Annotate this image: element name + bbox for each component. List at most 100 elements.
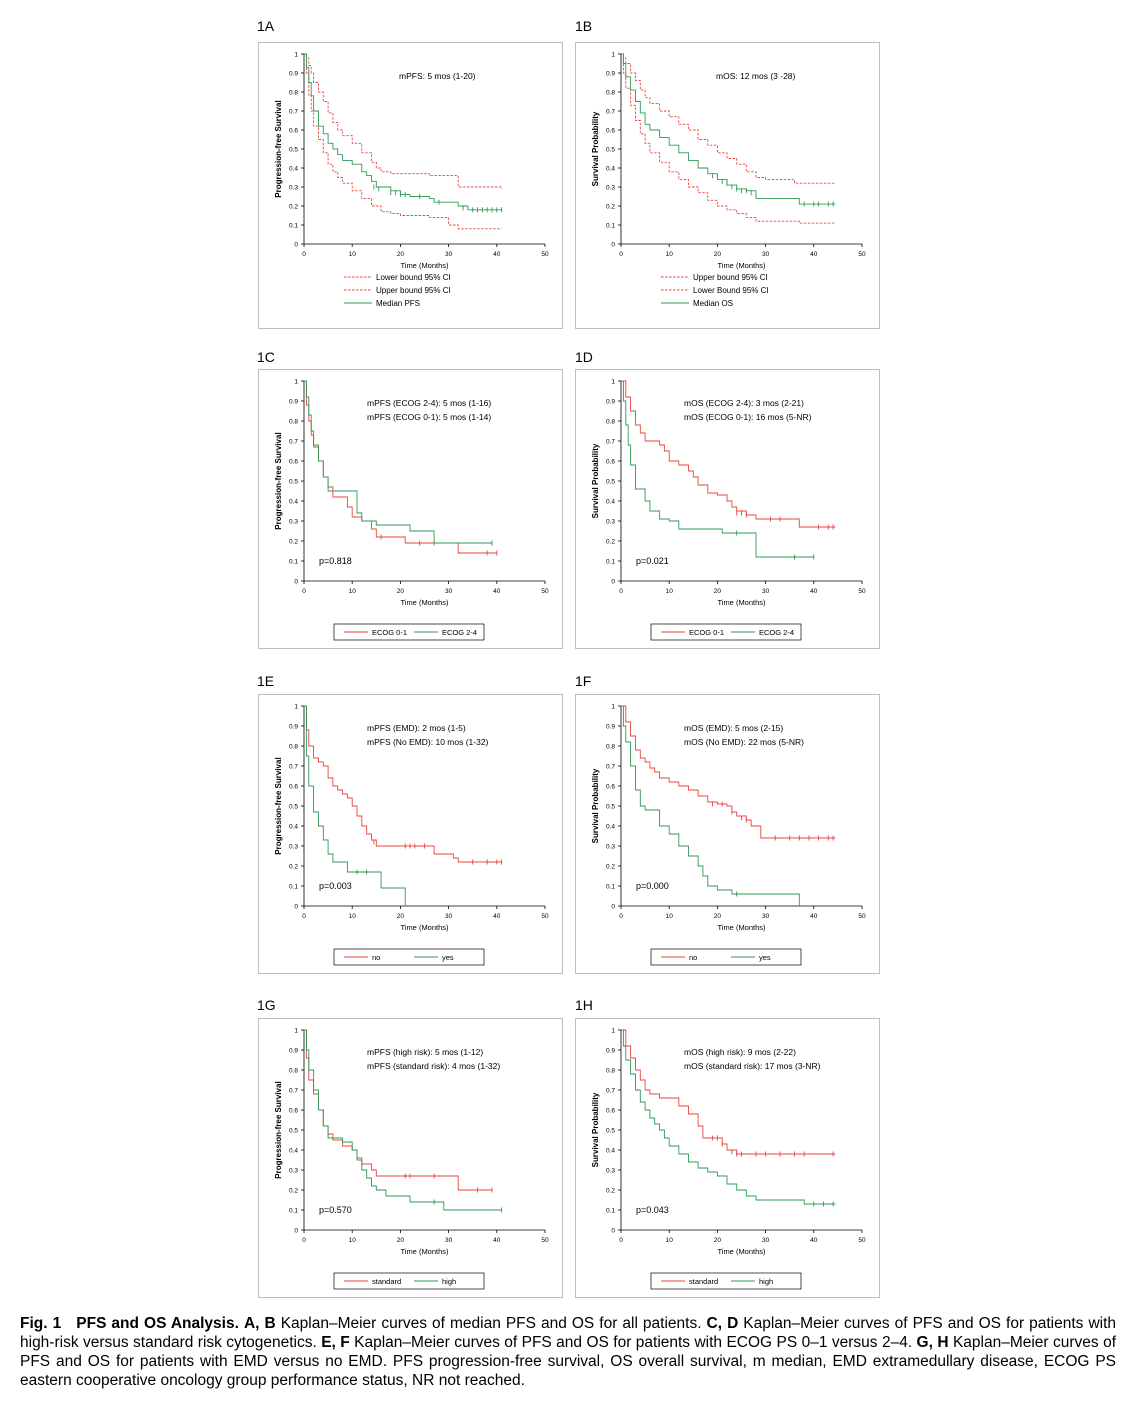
y-axis-label: Survival Probability — [591, 443, 600, 518]
y-tick-label: 1 — [611, 1028, 615, 1035]
y-tick-label: 0.6 — [289, 784, 298, 791]
legend-label: yes — [442, 953, 454, 962]
series-line — [304, 53, 502, 230]
x-tick-label: 20 — [397, 251, 405, 258]
x-tick-label: 40 — [810, 913, 818, 920]
y-tick-label: 0.4 — [606, 166, 615, 173]
y-axis-label: Progression-free Survival — [274, 757, 283, 854]
x-tick-label: 10 — [349, 1237, 357, 1244]
chart-svg: 00.10.20.30.40.50.60.70.80.910 10 20 30 40 50… — [274, 52, 549, 309]
x-axis-label: Time (Months) — [400, 1247, 449, 1256]
y-tick-label: 0.3 — [606, 185, 615, 192]
panel-label: 1D — [575, 349, 593, 365]
y-tick-label: 0.2 — [289, 1188, 298, 1195]
chart-panel: 0 0.1 0.2 0.3 0.4 0.5 0.6 0.7 0.8 0.9 1 0 10 20 30 40 50… — [575, 1018, 880, 1298]
y-tick-label: 0.5 — [289, 1128, 298, 1135]
y-tick-label: 0.8 — [606, 744, 615, 751]
p-value: p=0.003 — [319, 881, 352, 891]
series-line — [621, 705, 836, 839]
y-tick-label: 0.3 — [606, 519, 615, 526]
panel-label: 1B — [575, 18, 593, 34]
y-tick-label: 1 — [611, 704, 615, 711]
series-line — [304, 705, 406, 906]
y-tick-label: 0.1 — [606, 559, 615, 566]
annotation-text: mPFS (standard risk): 4 mos (1-32) — [367, 1061, 500, 1071]
x-tick-label: 20 — [714, 1237, 722, 1244]
y-tick-label: 1 — [294, 52, 298, 59]
y-tick-label: 0.9 — [289, 399, 298, 406]
caption-part-text: Kaplan–Meier curves of PFS and OS for pa… — [20, 1315, 1117, 1351]
y-tick-label: 0.9 — [606, 724, 615, 731]
x-axis-label: Time (Months) — [717, 261, 766, 270]
legend-label: Upper bound 95% CI — [693, 273, 768, 282]
y-axis-label: Progression-free Survival — [274, 1081, 283, 1178]
y-tick-label: 0.2 — [606, 539, 615, 546]
caption-part-label: E, F — [321, 1334, 350, 1351]
y-tick-label: 0 — [294, 579, 298, 586]
legend-box — [650, 1272, 802, 1290]
chart-svg: 00.10.20.30.40.50.60.70.80.910 10 20 30 40 50… — [591, 704, 866, 966]
x-tick-label: 50 — [541, 913, 549, 920]
p-value: p=0.570 — [319, 1205, 352, 1215]
y-tick-label: 0.5 — [289, 479, 298, 486]
y-tick-label: 0.7 — [289, 1088, 298, 1095]
y-tick-label: 0.3 — [289, 1168, 298, 1175]
x-tick-label: 50 — [858, 588, 866, 595]
y-tick-label: 0 — [611, 904, 615, 911]
y-tick-label: 0.3 — [289, 519, 298, 526]
series-line — [621, 380, 814, 558]
annotation-text: mPFS (No EMD): 10 mos (1-32) — [367, 737, 489, 747]
chart-svg: 00.10.20.30.40.50.60.70.80.910 10 20 30 40 50… — [274, 1028, 549, 1290]
y-tick-label: 0.8 — [606, 90, 615, 97]
x-tick-label: 40 — [493, 588, 501, 595]
y-tick-label: 0.5 — [606, 147, 615, 154]
x-tick-label: 30 — [445, 588, 453, 595]
y-tick-label: 0.3 — [606, 1168, 615, 1175]
x-tick-label: 40 — [493, 1237, 501, 1244]
y-tick-label: 0.8 — [289, 744, 298, 751]
y-tick-label: 0 — [294, 242, 298, 249]
y-tick-label: 0.1 — [606, 884, 615, 891]
x-tick-label: 0 — [302, 1237, 306, 1244]
legend-label: no — [689, 953, 697, 962]
y-tick-label: 1 — [294, 379, 298, 386]
annotation-text: mOS (ECOG 2-4): 3 mos (2-21) — [684, 398, 804, 408]
y-tick-label: 0.4 — [289, 824, 298, 831]
y-tick-label: 0.7 — [606, 439, 615, 446]
y-tick-label: 0.9 — [606, 1048, 615, 1055]
x-tick-label: 0 — [619, 251, 623, 258]
legend-label: Lower Bound 95% CI — [693, 286, 769, 295]
annotation-text: mOS (No EMD): 22 mos (5-NR) — [684, 737, 804, 747]
legend-label: high — [442, 1277, 456, 1286]
y-tick-label: 1 — [294, 704, 298, 711]
y-tick-label: 0.5 — [606, 1128, 615, 1135]
y-axis-label: Survival Probability — [591, 768, 600, 843]
x-tick-label: 30 — [762, 251, 770, 258]
legend-box — [333, 623, 485, 641]
x-axis-label: Time (Months) — [717, 1247, 766, 1256]
y-tick-label: 0.6 — [289, 128, 298, 135]
chart-panel: 0 0.1 0.2 0.3 0.4 0.5 0.6 0.7 0.8 0.9 1 0 10 20 30 40 50… — [258, 694, 563, 974]
annotation-text: mPFS (high risk): 5 mos (1-12) — [367, 1047, 483, 1057]
panel-label: 1H — [575, 997, 593, 1013]
x-tick-label: 50 — [858, 251, 866, 258]
figure-caption: Fig. 1 PFS and OS Analysis. A, B Kaplan–… — [20, 1314, 1116, 1390]
x-axis-label: Time (Months) — [400, 923, 449, 932]
panel-label: 1F — [575, 673, 592, 689]
x-tick-label: 20 — [397, 1237, 405, 1244]
y-tick-label: 0.3 — [289, 185, 298, 192]
x-axis-label: Time (Months) — [717, 598, 766, 607]
y-tick-label: 0.9 — [606, 71, 615, 78]
y-tick-label: 0.7 — [606, 109, 615, 116]
chart-panel: 0 0.1 0.2 0.3 0.4 0.5 0.6 0.7 0.8 0.9 1 0 10 20 30 40 50… — [258, 369, 563, 649]
x-axis-label: Time (Months) — [400, 261, 449, 270]
x-tick-label: 40 — [493, 251, 501, 258]
y-axis-label: Survival Probability — [591, 111, 600, 186]
y-tick-label: 0.7 — [289, 109, 298, 116]
x-tick-label: 30 — [445, 1237, 453, 1244]
y-tick-label: 1 — [611, 379, 615, 386]
p-value: p=0.021 — [636, 556, 669, 566]
x-axis-label: Time (Months) — [400, 598, 449, 607]
x-tick-label: 10 — [349, 913, 357, 920]
caption-title: PFS and OS Analysis. — [76, 1315, 239, 1332]
